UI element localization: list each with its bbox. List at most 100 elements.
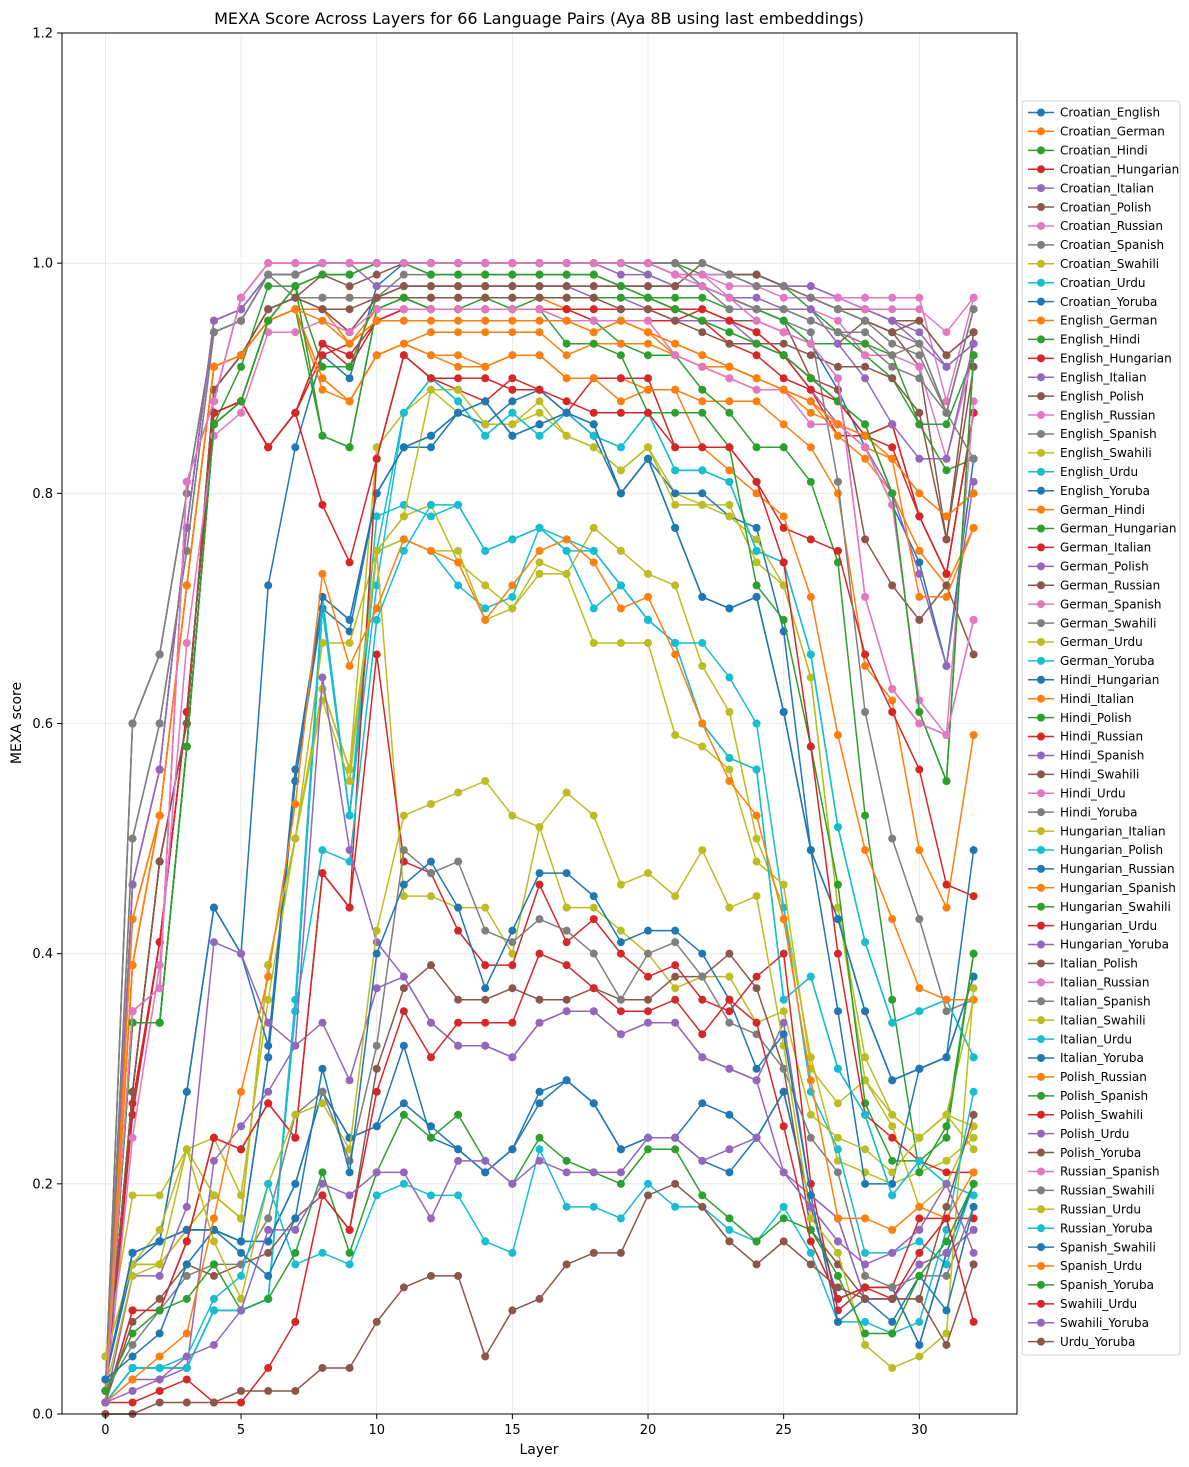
data-point xyxy=(128,1248,137,1257)
legend-label: Croatian_Urdu xyxy=(1060,276,1145,290)
data-point xyxy=(589,604,598,613)
legend-label: English_Spanish xyxy=(1060,427,1157,441)
data-point xyxy=(833,1099,842,1108)
data-point xyxy=(616,1145,625,1154)
data-point xyxy=(454,1018,463,1027)
data-point xyxy=(508,581,517,590)
data-point xyxy=(454,316,463,325)
data-point xyxy=(942,903,951,912)
data-point xyxy=(671,305,680,314)
data-point xyxy=(942,1156,951,1165)
series-Swahili_Yoruba xyxy=(101,1133,978,1407)
data-point xyxy=(372,512,381,521)
data-point xyxy=(399,846,408,855)
legend-label: English_German xyxy=(1060,314,1157,328)
data-point xyxy=(833,328,842,337)
data-point xyxy=(426,1133,435,1142)
data-point xyxy=(806,1248,815,1257)
data-point xyxy=(508,926,517,935)
legend-marker xyxy=(1037,203,1045,212)
legend-item: Swahili_Urdu xyxy=(1028,1297,1137,1311)
data-point xyxy=(969,1260,978,1269)
data-point xyxy=(861,362,870,371)
data-point xyxy=(861,1283,870,1292)
legend-marker xyxy=(1037,883,1045,892)
data-point xyxy=(128,1191,137,1200)
data-point xyxy=(644,638,653,647)
data-point xyxy=(969,1179,978,1188)
data-point xyxy=(508,328,517,337)
data-point xyxy=(671,443,680,452)
data-point xyxy=(128,1398,137,1407)
data-point xyxy=(209,1306,218,1315)
data-point xyxy=(562,1156,571,1165)
data-point xyxy=(535,293,544,302)
data-point xyxy=(779,1030,788,1039)
legend-label: Croatian_Yoruba xyxy=(1060,295,1157,309)
data-point xyxy=(806,316,815,325)
data-point xyxy=(698,489,707,498)
data-point xyxy=(318,351,327,360)
data-point xyxy=(589,903,598,912)
data-point xyxy=(264,1041,273,1050)
data-point xyxy=(969,615,978,624)
data-point xyxy=(698,995,707,1004)
data-point xyxy=(725,1237,734,1246)
data-point xyxy=(942,1110,951,1119)
legend-item: German_Hindi xyxy=(1028,503,1145,517)
data-point xyxy=(535,351,544,360)
data-point xyxy=(237,1306,246,1315)
data-point xyxy=(779,1202,788,1211)
data-point xyxy=(399,1179,408,1188)
data-point xyxy=(888,1283,897,1292)
data-point xyxy=(589,523,598,532)
data-point xyxy=(345,1248,354,1257)
data-point xyxy=(698,949,707,958)
data-point xyxy=(155,719,164,728)
data-point xyxy=(562,305,571,314)
data-point xyxy=(264,972,273,981)
data-point xyxy=(128,915,137,924)
legend-item: Hindi_Russian xyxy=(1028,730,1143,744)
data-point xyxy=(698,1099,707,1108)
data-point xyxy=(345,397,354,406)
data-point xyxy=(182,581,191,590)
data-point xyxy=(481,1156,490,1165)
legend-item: German_Urdu xyxy=(1028,635,1143,649)
x-tick-label: 10 xyxy=(368,1423,385,1438)
data-point xyxy=(671,270,680,279)
data-point xyxy=(942,408,951,417)
data-point xyxy=(671,1202,680,1211)
data-point xyxy=(481,546,490,555)
data-point xyxy=(535,949,544,958)
data-point xyxy=(508,270,517,279)
legend-marker xyxy=(1037,732,1045,741)
data-point xyxy=(698,1156,707,1165)
data-point xyxy=(861,592,870,601)
data-point xyxy=(725,305,734,314)
data-point xyxy=(725,1018,734,1027)
data-point xyxy=(888,995,897,1004)
data-point xyxy=(237,1294,246,1303)
data-point xyxy=(209,1214,218,1223)
data-point xyxy=(969,489,978,498)
data-point xyxy=(264,282,273,291)
data-point xyxy=(616,949,625,958)
data-point xyxy=(969,1248,978,1257)
x-tick-label: 20 xyxy=(640,1423,657,1438)
data-point xyxy=(806,1260,815,1269)
legend-label: Croatian_English xyxy=(1060,106,1160,120)
data-point xyxy=(671,293,680,302)
legend-item: German_Swahili xyxy=(1028,616,1156,630)
data-point xyxy=(806,1214,815,1223)
data-point xyxy=(318,385,327,394)
data-point xyxy=(237,1145,246,1154)
data-point xyxy=(725,339,734,348)
data-point xyxy=(237,408,246,417)
data-point xyxy=(942,1340,951,1349)
legend-marker xyxy=(1037,165,1045,174)
data-point xyxy=(291,1260,300,1269)
data-point xyxy=(969,1191,978,1200)
data-point xyxy=(915,1007,924,1016)
data-point xyxy=(345,282,354,291)
